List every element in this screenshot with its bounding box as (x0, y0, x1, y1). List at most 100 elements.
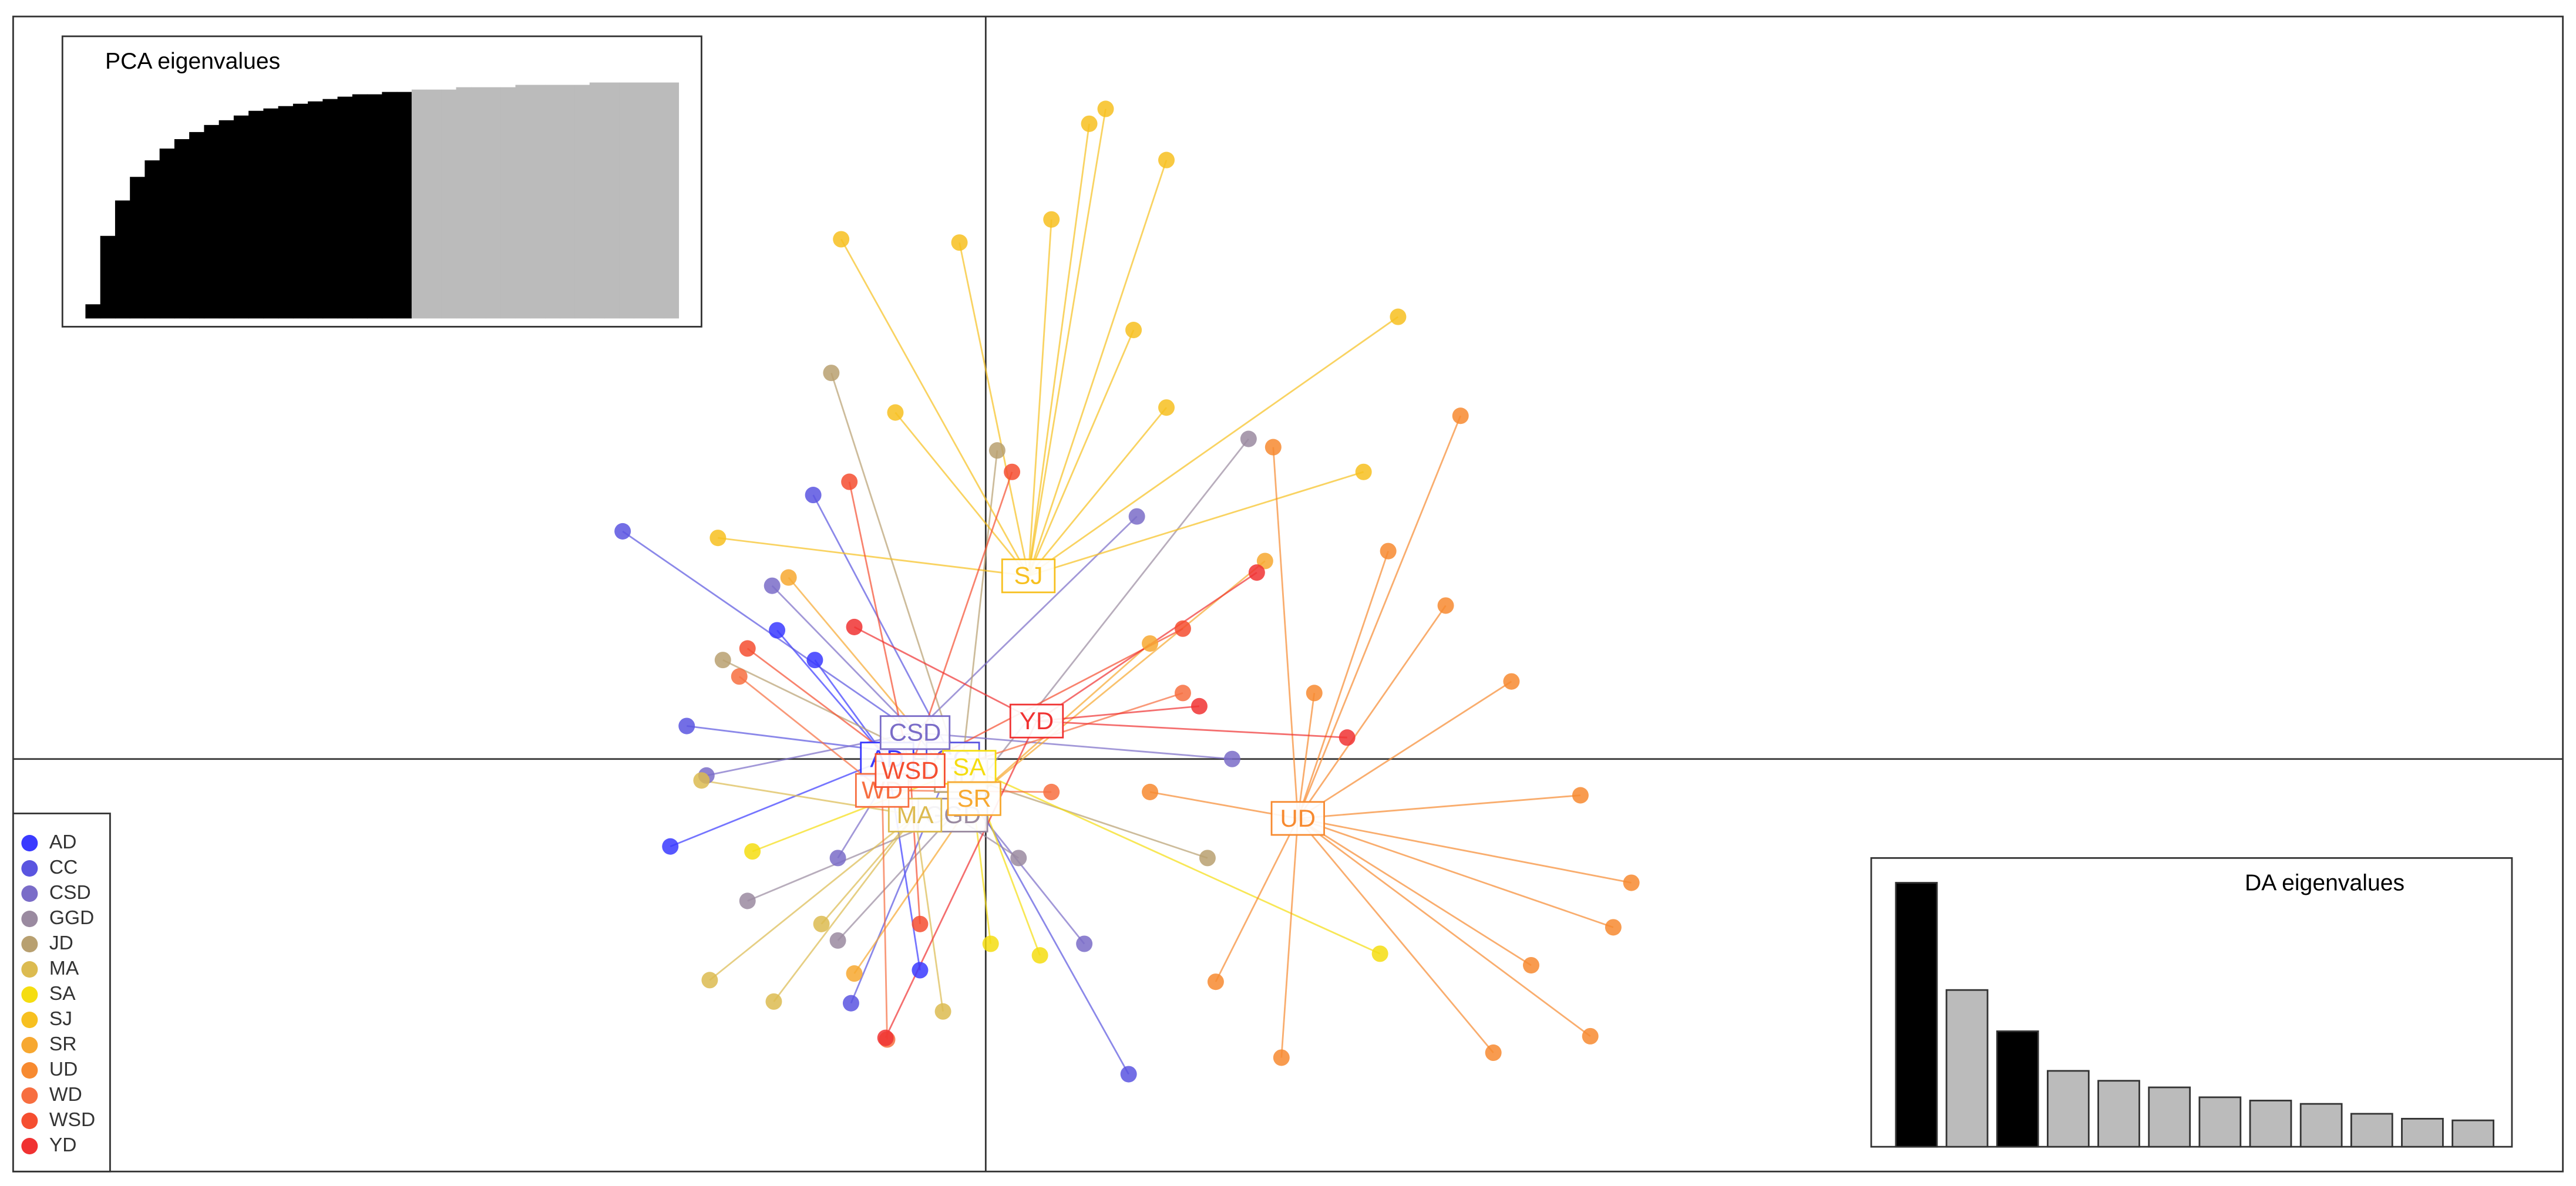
group-label-box (1001, 558, 1056, 594)
legend-label: AD (49, 831, 77, 853)
link-line (840, 238, 1030, 577)
pca-bar (100, 235, 116, 319)
da-bar (2249, 1100, 2292, 1148)
link-line (1027, 160, 1168, 577)
da-bar (2350, 1113, 2393, 1148)
group-label-box (875, 753, 946, 788)
pca-bar (560, 85, 576, 319)
group-label-box (1009, 703, 1064, 739)
point (764, 577, 781, 594)
link-line (771, 585, 916, 733)
link-line (1297, 415, 1462, 819)
point (912, 915, 929, 932)
group-label: YD (1020, 707, 1054, 734)
pca-bar (189, 132, 205, 319)
point (1174, 685, 1191, 702)
da-bar (2097, 1080, 2140, 1148)
link-line (959, 242, 1030, 577)
point (1076, 935, 1093, 952)
legend-label: SA (49, 983, 76, 1005)
point (841, 473, 858, 490)
link-line (820, 814, 916, 925)
link-line (914, 732, 1233, 760)
pca-bar (144, 160, 160, 319)
point (1240, 430, 1257, 447)
point (662, 838, 679, 855)
pca-bar (308, 101, 324, 319)
group-label: SA (953, 753, 986, 781)
pca-bars (85, 82, 680, 319)
point (1174, 620, 1191, 637)
point (1452, 407, 1469, 424)
link-line (894, 412, 1030, 577)
link-line (1027, 219, 1052, 576)
link-line (914, 515, 1138, 733)
da-bar (1945, 989, 1989, 1148)
pca-bar (634, 82, 650, 319)
point (678, 717, 695, 734)
pca-bar (411, 89, 427, 319)
point (1306, 685, 1323, 702)
point (769, 622, 786, 639)
link-line (909, 770, 921, 924)
legend-marker (21, 961, 38, 978)
point (1605, 919, 1622, 936)
group-label: WSD (882, 756, 939, 784)
plot-frame (12, 15, 2564, 1172)
point (1043, 783, 1060, 801)
link-line (701, 779, 916, 816)
point (1125, 322, 1142, 339)
pca-bar (159, 149, 175, 319)
point (1371, 945, 1388, 962)
link-line (1297, 693, 1316, 819)
point (1199, 850, 1216, 867)
legend-marker (21, 1087, 38, 1104)
pca-bar (218, 120, 234, 319)
legend-marker (21, 835, 38, 852)
point (1031, 947, 1048, 964)
point (988, 442, 1005, 459)
pca-bar (367, 94, 383, 319)
pca-bar (426, 89, 442, 319)
point (1120, 1066, 1137, 1083)
point (1010, 850, 1027, 867)
point (1503, 673, 1520, 690)
point (1355, 463, 1372, 480)
link-line (1027, 329, 1135, 577)
point (846, 618, 863, 635)
link-line (1036, 720, 1347, 739)
pca-bar (619, 82, 635, 319)
point (829, 850, 846, 867)
point (739, 892, 756, 909)
legend-marker (21, 1112, 38, 1130)
point (1265, 439, 1282, 456)
point (1380, 543, 1397, 560)
link-line (1297, 817, 1632, 884)
link-line (830, 372, 962, 776)
pca-bar (248, 110, 264, 319)
point (1485, 1044, 1502, 1062)
da-bar (2299, 1103, 2343, 1148)
link-line (1297, 605, 1447, 819)
da-bar (1996, 1030, 2039, 1148)
point (1582, 1027, 1599, 1045)
pca-bar (663, 82, 680, 319)
pca-bar (204, 124, 220, 319)
link-line (1297, 680, 1512, 820)
point (846, 965, 863, 982)
point (780, 569, 797, 586)
point (744, 843, 761, 860)
link-line (773, 814, 916, 1002)
link-line (1272, 447, 1299, 819)
point (887, 404, 904, 421)
point (731, 668, 748, 685)
pca-bar (263, 108, 279, 319)
link-line (738, 676, 883, 791)
link-line (1297, 817, 1532, 966)
pca-bar (337, 96, 353, 319)
group-label-box (947, 781, 1001, 816)
da-bar (2047, 1070, 2090, 1148)
link-line (952, 438, 1249, 816)
point (1158, 151, 1175, 169)
pca-bar (648, 82, 664, 319)
